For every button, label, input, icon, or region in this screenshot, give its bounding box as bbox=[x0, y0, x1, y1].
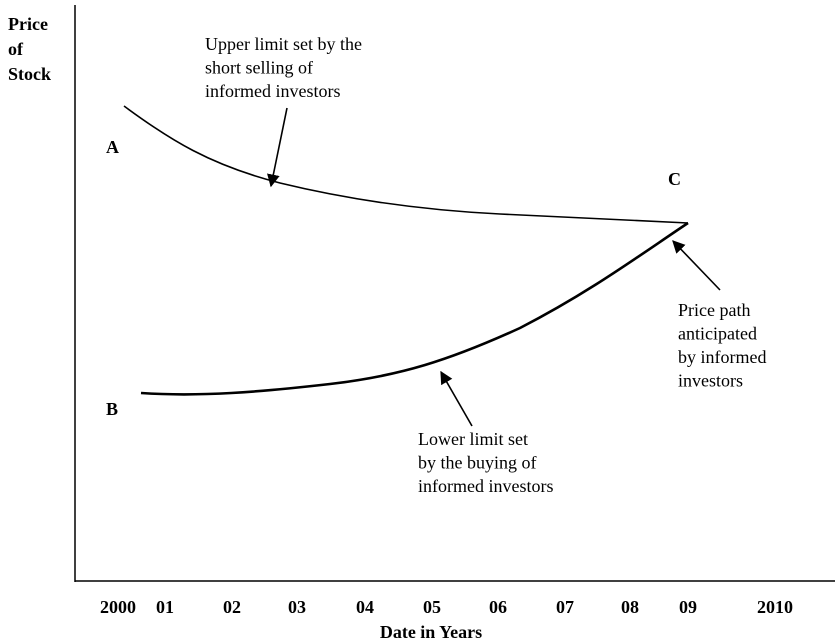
point-label: B bbox=[106, 399, 118, 419]
arrow bbox=[672, 240, 721, 291]
annotation: Upper limit set by the bbox=[205, 34, 362, 54]
x-tick-label: 07 bbox=[556, 597, 574, 617]
x-tick-label: 01 bbox=[156, 597, 174, 617]
x-tick-label: 05 bbox=[423, 597, 441, 617]
annotation: Lower limit set bbox=[418, 429, 528, 449]
annotation: by informed bbox=[678, 347, 766, 367]
annotation: short selling of bbox=[205, 58, 313, 78]
annotation: informed investors bbox=[418, 476, 553, 496]
y-axis-label: Stock bbox=[8, 64, 51, 84]
y-axis-label: Price bbox=[8, 14, 48, 34]
lower-curve bbox=[140, 221, 689, 396]
upper-curve bbox=[123, 105, 689, 224]
x-tick-label: 2000 bbox=[100, 597, 136, 617]
arrow bbox=[267, 107, 288, 188]
point-label: C bbox=[668, 169, 681, 189]
x-tick-label: 04 bbox=[356, 597, 374, 617]
annotation: investors bbox=[678, 371, 743, 391]
arrow bbox=[440, 370, 473, 427]
y-axis-label: of bbox=[8, 39, 24, 59]
x-tick-label: 2010 bbox=[757, 597, 793, 617]
x-tick-label: 09 bbox=[679, 597, 697, 617]
annotation: Price path bbox=[678, 300, 750, 320]
annotation: anticipated bbox=[678, 324, 757, 344]
annotation: informed investors bbox=[205, 81, 340, 101]
annotation: by the buying of bbox=[418, 453, 537, 473]
x-tick-label: 06 bbox=[489, 597, 507, 617]
x-tick-label: 08 bbox=[621, 597, 639, 617]
point-label: A bbox=[106, 137, 119, 157]
x-axis-label: Date in Years bbox=[380, 622, 482, 642]
x-tick-label: 02 bbox=[223, 597, 241, 617]
x-tick-label: 03 bbox=[288, 597, 306, 617]
